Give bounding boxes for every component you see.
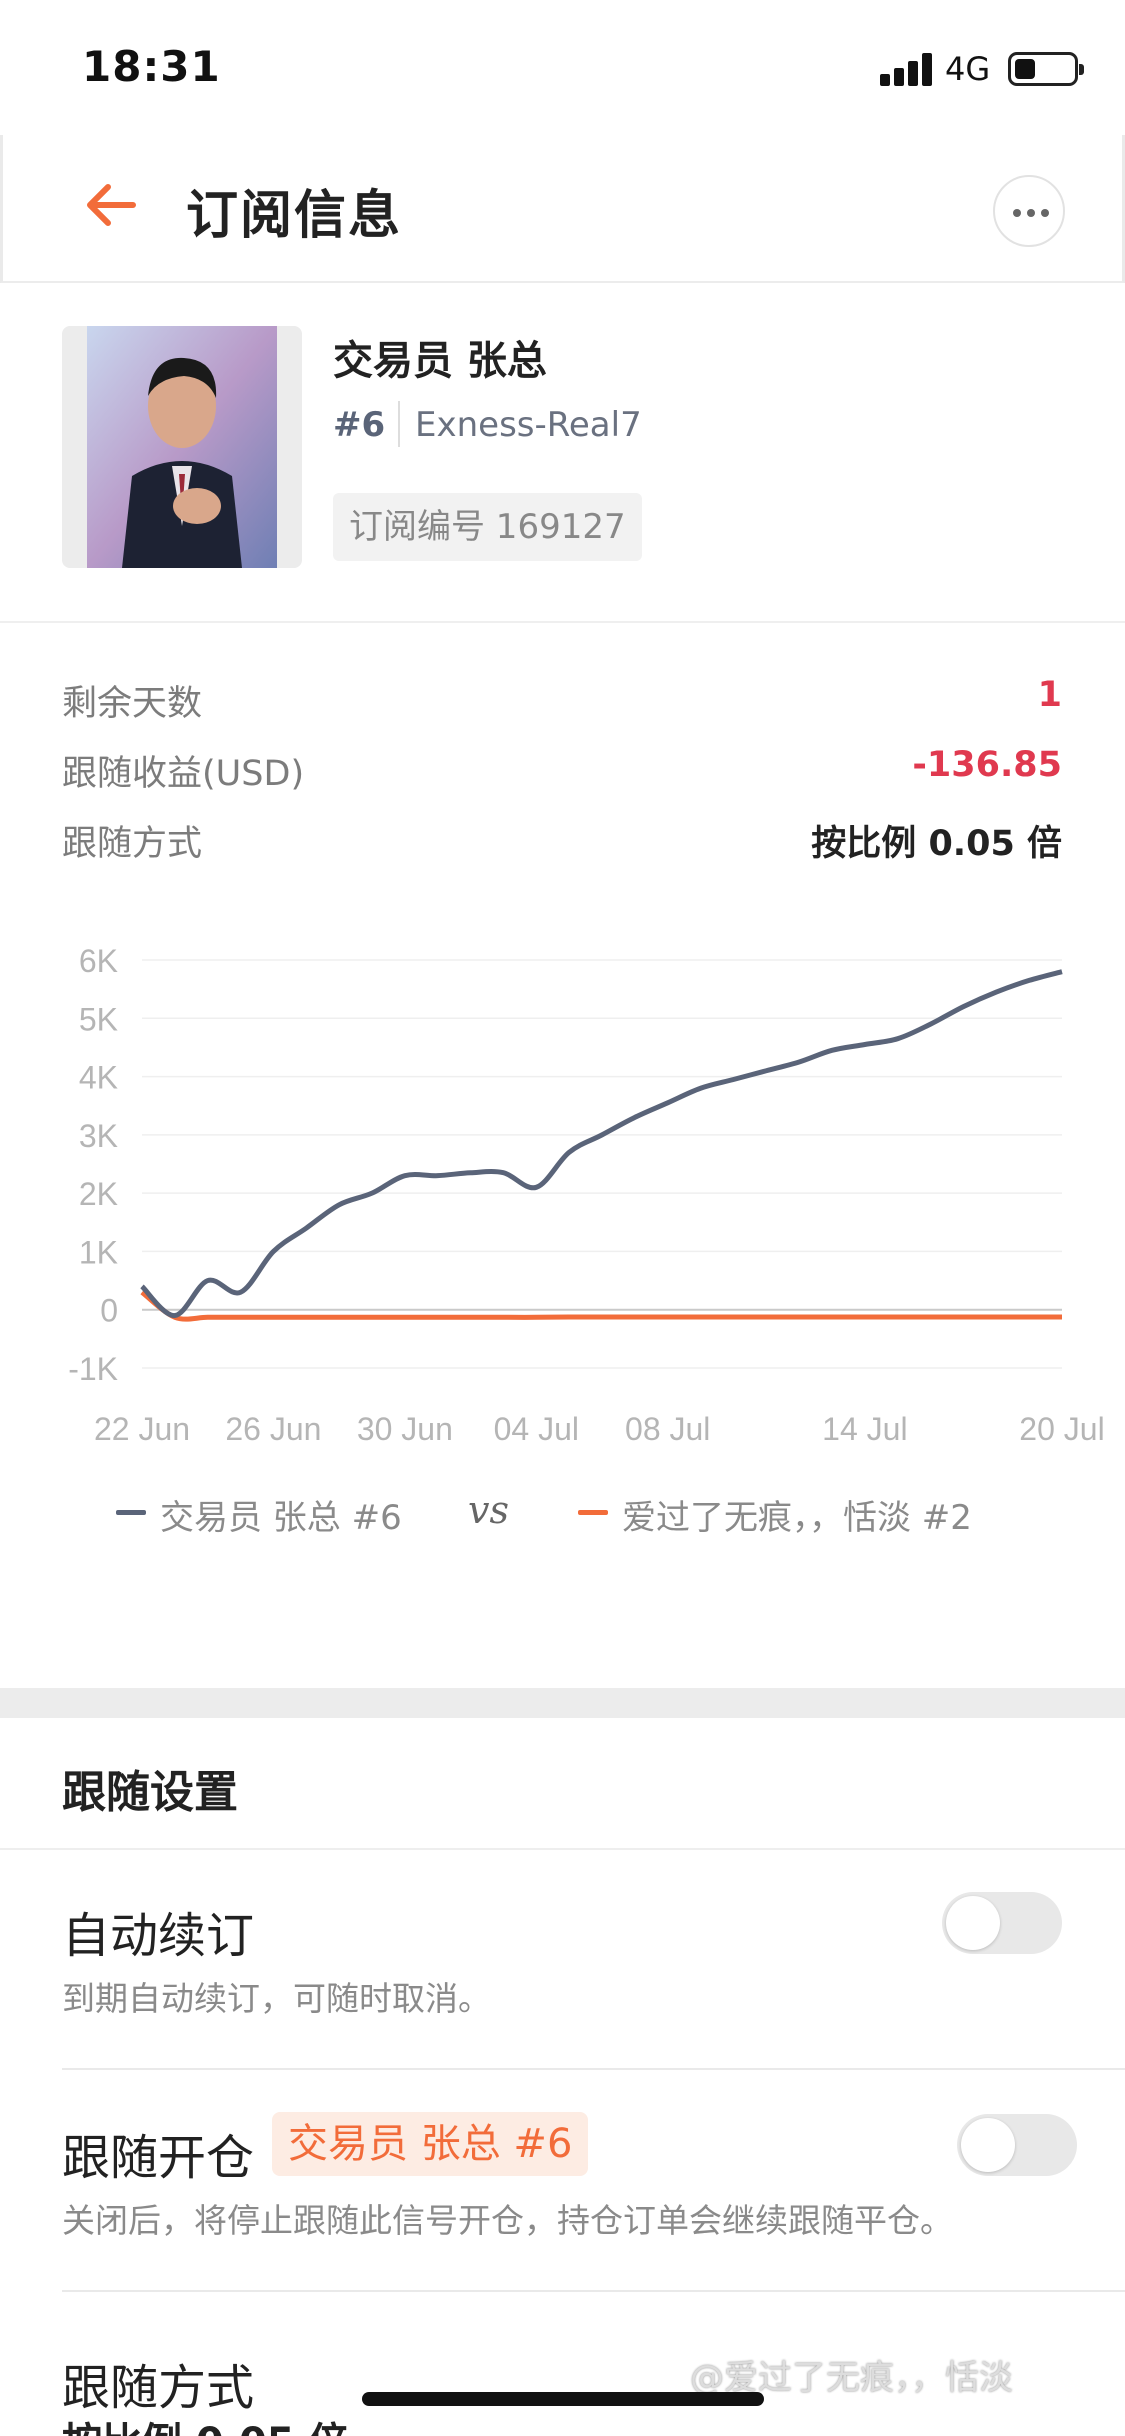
legend-swatch-follower — [578, 1510, 608, 1515]
x-tick-label: 20 Jul — [1019, 1411, 1104, 1447]
nav-header: 订阅信息 — [0, 135, 1125, 283]
divider — [62, 2290, 1125, 2292]
trader-profile: 交易员 张总 #6 Exness-Real7 订阅编号 169127 — [0, 283, 1125, 623]
more-button[interactable] — [993, 175, 1065, 247]
auto-renew-toggle[interactable] — [942, 1892, 1062, 1954]
chart-svg: 6K 5K 4K 3K 2K 1K 0 -1K 22 Jun 26 Jun 30 Jun 04 Jul… — [68, 943, 1104, 1447]
legend-vs: vs — [468, 1488, 509, 1532]
status-bar: 18:31 4G — [0, 0, 1125, 135]
x-tick-label: 08 Jul — [625, 1411, 710, 1447]
status-time: 18:31 — [82, 42, 221, 91]
follow-profit-row: 跟随收益(USD) -136.85 — [62, 745, 1062, 805]
subscription-id-badge: 订阅编号 169127 — [333, 493, 642, 561]
y-tick-label: 6K — [79, 943, 118, 979]
series-line-trader — [140, 969, 1063, 1319]
trader-tag: 交易员 张总 #6 — [272, 2112, 589, 2176]
x-tick-label: 26 Jun — [225, 1411, 321, 1447]
legend-swatch-trader — [116, 1510, 146, 1515]
divider — [0, 1848, 1125, 1850]
section-divider — [0, 1688, 1125, 1718]
battery-icon — [1008, 52, 1084, 86]
network-label: 4G — [945, 50, 991, 88]
y-tick-label: 3K — [79, 1118, 118, 1154]
setting-title: 自动续订 — [62, 1908, 255, 1964]
back-arrow-icon[interactable] — [81, 175, 141, 235]
y-tick-label: 4K — [79, 1060, 118, 1096]
stat-value: -136.85 — [912, 745, 1062, 785]
stat-label: 跟随方式 — [62, 824, 203, 864]
y-tick-label: 0 — [100, 1293, 118, 1329]
equity-chart: 6K 5K 4K 3K 2K 1K 0 -1K 22 Jun 26 Jun 30 Jun 04 Jul… — [0, 920, 1125, 1460]
x-tick-label: 22 Jun — [94, 1411, 190, 1447]
trader-rank: #6 — [333, 405, 386, 445]
divider — [62, 2068, 1125, 2070]
chart-legend: 交易员 张总 #6 vs 爱过了无痕，，恬淡 #2 — [0, 1488, 1125, 1550]
stat-label: 跟随收益(USD) — [62, 754, 305, 794]
follow-mode-row: 跟随方式 按比例 0.05 倍 — [62, 815, 1062, 875]
y-tick-label: 2K — [79, 1176, 118, 1212]
divider — [398, 401, 400, 447]
y-tick-label: 5K — [79, 1001, 118, 1037]
legend-label: 交易员 张总 #6 — [160, 1498, 402, 1538]
home-indicator[interactable] — [362, 2392, 764, 2406]
follow-settings: 跟随设置 自动续订 到期自动续订，可随时取消。 跟随开仓 交易员 张总 #6 关… — [0, 1718, 1125, 2436]
stat-label: 剩余天数 — [62, 684, 203, 724]
x-tick-label: 14 Jul — [822, 1411, 907, 1447]
watermark: @爱过了无痕，，恬淡 — [690, 2358, 1013, 2398]
y-tick-label: -1K — [68, 1351, 118, 1387]
series-line-follower — [140, 1290, 1062, 1322]
follow-open-toggle[interactable] — [957, 2114, 1077, 2176]
signal-icon — [880, 52, 936, 86]
more-dots-icon — [1013, 209, 1021, 217]
legend-label: 爱过了无痕，，恬淡 #2 — [622, 1498, 972, 1538]
settings-title: 跟随设置 — [62, 1767, 238, 1818]
page-title: 订阅信息 — [186, 186, 403, 246]
setting-title: 跟随方式 — [62, 2360, 255, 2416]
x-tick-label: 30 Jun — [357, 1411, 453, 1447]
setting-title: 跟随开仓 — [62, 2130, 255, 2186]
trader-account: Exness-Real7 — [415, 405, 642, 445]
trader-name: 交易员 张总 — [333, 338, 547, 384]
y-tick-label: 1K — [79, 1234, 118, 1270]
setting-desc: 到期自动续订，可随时取消。 — [62, 1979, 491, 2018]
x-tick-label: 04 Jul — [494, 1411, 579, 1447]
follow-mode-value: 按比例 0.05 倍 — [62, 2410, 349, 2436]
setting-desc: 关闭后，将停止跟随此信号开仓，持仓订单会继续跟随平仓。 — [62, 2201, 953, 2240]
stat-value: 1 — [1037, 675, 1062, 715]
remaining-days-row: 剩余天数 1 — [62, 675, 1062, 735]
stat-value: 按比例 0.05 倍 — [811, 824, 1062, 864]
avatar — [62, 326, 302, 568]
